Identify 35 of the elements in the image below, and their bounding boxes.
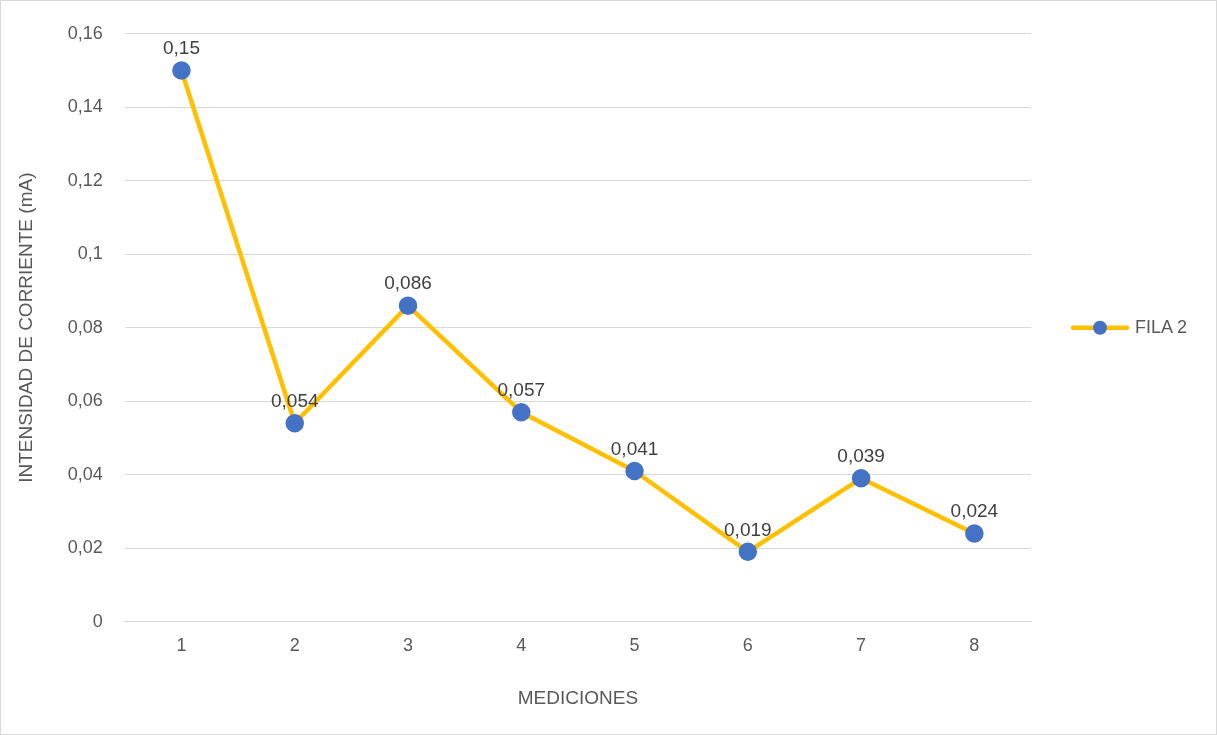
point: [172, 61, 191, 80]
point: [851, 469, 871, 488]
y-tick-label: 0,04: [67, 463, 103, 484]
y-tick-label: 0,1: [77, 243, 103, 264]
data-label: 0,057: [497, 378, 546, 400]
data-label: 0,039: [837, 445, 885, 467]
point: [512, 402, 531, 422]
data-label: 0,15: [162, 37, 200, 59]
x-tick-label: 6: [742, 635, 753, 656]
y-tick-label: 0,16: [67, 22, 103, 43]
y-tick-label: 0,14: [67, 96, 103, 117]
x-tick-label: 1: [176, 635, 187, 656]
x-tick-label: 5: [629, 635, 640, 656]
y-tick-label: 0,06: [67, 390, 103, 411]
x-axis-title: MEDICIONES: [517, 686, 639, 708]
data-label: 0,019: [724, 518, 772, 540]
x-tick-label: 4: [516, 635, 527, 656]
y-tick-label: 0: [92, 610, 103, 631]
y-tick-label: 0,02: [67, 537, 103, 558]
point: [738, 542, 758, 562]
x-tick-label: 8: [969, 635, 980, 656]
data-label: 0,086: [384, 272, 432, 294]
point: [398, 296, 418, 315]
data-label: 0,041: [610, 437, 659, 459]
data-label: 0,024: [950, 500, 999, 522]
point: [285, 413, 304, 433]
legend-label: FILA 2: [1135, 316, 1188, 337]
y-axis-title: INTENSIDAD DE CORRIENTE (mA): [14, 172, 36, 483]
y-tick-label: 0,08: [67, 316, 103, 337]
y-tick-label: 0,12: [67, 169, 103, 190]
point: [965, 524, 984, 543]
x-tick-label: 7: [856, 635, 867, 656]
x-tick-label: 2: [289, 635, 300, 656]
x-tick-label: 3: [403, 635, 414, 656]
point: [625, 461, 644, 481]
